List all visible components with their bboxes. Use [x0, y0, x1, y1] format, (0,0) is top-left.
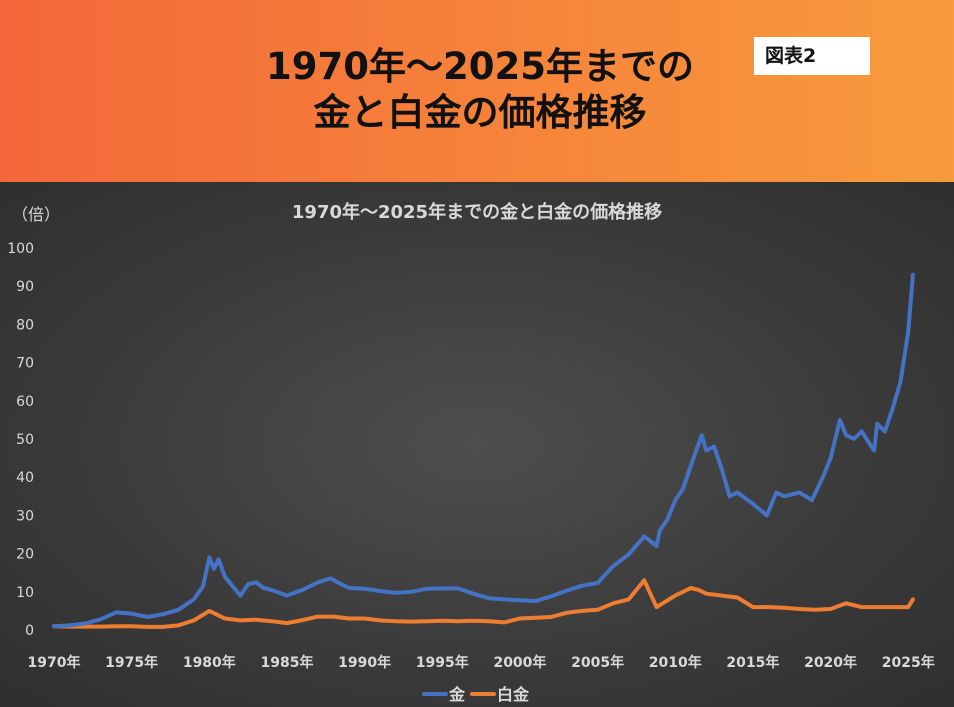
legend: 金 白金	[422, 685, 530, 704]
series-layer	[52, 272, 915, 629]
x-tick-label-2005: 2005年	[571, 654, 624, 671]
series-line-1	[52, 578, 915, 629]
x-tick-label-1970: 1970年	[28, 654, 81, 671]
chart-title: 1970年～2025年までの金と白金の価格推移	[292, 201, 662, 223]
series-line-0	[52, 272, 915, 629]
x-tick-label-1975: 1975年	[105, 654, 158, 671]
x-tick-label-2000: 2000年	[493, 654, 546, 671]
y-tick-label-60: 60	[16, 394, 34, 410]
x-tick-label-1995: 1995年	[416, 654, 469, 671]
x-tick-label-2015: 2015年	[726, 654, 779, 671]
y-tick-label-30: 30	[16, 508, 34, 524]
x-tick-label-2025: 2025年	[882, 654, 935, 671]
y-tick-label-70: 70	[16, 356, 34, 372]
y-tick-label-20: 20	[16, 547, 34, 563]
banner-title-line2: 金と白金の価格推移	[313, 91, 647, 134]
y-tick-label-0: 0	[25, 623, 34, 639]
banner-title: 1970年～2025年までの 金と白金の価格推移	[200, 44, 760, 136]
x-axis: 1970年 1975年 1980年 1985年 1990年 1995年 2000年 2005年…	[28, 654, 935, 671]
x-tick-label-1980: 1980年	[183, 654, 236, 671]
y-tick-label-100: 100	[7, 241, 34, 257]
x-tick-label-1985: 1985年	[260, 654, 313, 671]
figure-label-badge: 図表2	[754, 37, 870, 75]
chart-panel: 1970年～2025年までの金と白金の価格推移 （倍） 0 10 20 30 40 50 6…	[0, 182, 954, 707]
y-axis-unit-label: （倍）	[12, 205, 60, 224]
y-tick-label-90: 90	[16, 279, 34, 295]
x-tick-label-2020: 2020年	[804, 654, 857, 671]
x-tick-label-2010: 2010年	[649, 654, 702, 671]
line-chart: 1970年～2025年までの金と白金の価格推移 （倍） 0 10 20 30 40 50 6…	[7, 201, 935, 704]
legend-label-1: 白金	[497, 685, 530, 704]
x-tick-label-1990: 1990年	[338, 654, 391, 671]
y-axis: 0 10 20 30 40 50 60 70 80 90 100	[7, 241, 34, 639]
banner-title-line1: 1970年～2025年までの	[266, 45, 694, 88]
title-banner: 1970年～2025年までの 金と白金の価格推移 図表2	[0, 0, 954, 182]
y-tick-label-50: 50	[16, 432, 34, 448]
y-tick-label-80: 80	[16, 317, 34, 333]
y-tick-label-10: 10	[16, 585, 34, 601]
y-tick-label-40: 40	[16, 470, 34, 486]
legend-label-0: 金	[448, 685, 466, 704]
